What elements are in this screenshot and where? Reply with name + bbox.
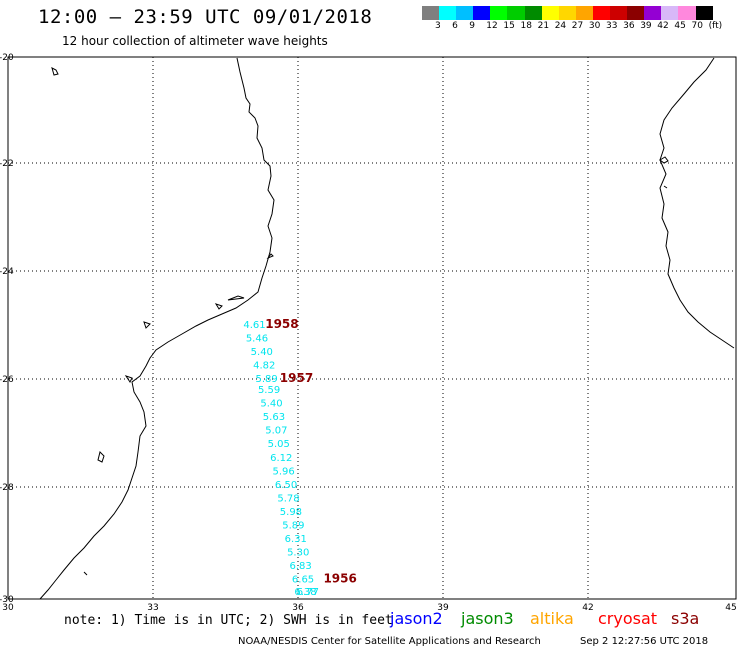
legend-label: 15 [503, 21, 515, 31]
x-tick-label: 30 [2, 603, 14, 613]
wave-height-label: 6.38 [294, 587, 316, 598]
legend-label: 21 [537, 21, 550, 31]
map-subtitle: 12 hour collection of altimeter wave hei… [62, 34, 328, 48]
satellite-jason3: jason3 [461, 609, 514, 628]
y-tick-label: -22 [0, 159, 14, 169]
wave-height-label: 6.31 [285, 534, 307, 545]
legend-swatch [678, 6, 696, 20]
satellite-jason2: jason2 [390, 609, 443, 628]
x-axis-labels: 30 33 36 39 42 45 [2, 603, 736, 613]
wave-height-values: 4.615.465.404.825.895.595.405.635.075.05… [243, 320, 319, 598]
legend-label: 18 [520, 21, 532, 31]
wave-height-label: 5.89 [256, 374, 278, 385]
wave-height-label: 6.77 [297, 587, 319, 598]
legend-swatch [558, 6, 576, 20]
legend-label: 33 [606, 21, 618, 31]
wave-height-label: 5.30 [287, 548, 309, 559]
legend-swatch [541, 6, 559, 20]
legend-label: 39 [640, 21, 652, 31]
y-tick-label: -24 [0, 267, 14, 277]
generated-timestamp: Sep 2 12:27:56 UTC 2018 [580, 636, 709, 647]
wave-height-label: 5.78 [277, 493, 299, 504]
x-tick-label: 45 [725, 603, 736, 613]
x-tick-label: 42 [582, 603, 593, 613]
wave-height-label: 5.59 [258, 385, 280, 396]
wave-height-label: 5.40 [260, 399, 282, 410]
pass-labels: 1958 1957 1956 [265, 317, 357, 586]
wave-height-label: 5.98 [280, 507, 302, 518]
pass-time-label: 1957 [280, 371, 313, 385]
y-axis-labels: -20 -22 -24 -26 -28 -30 [0, 53, 14, 605]
legend-label: 9 [469, 21, 475, 31]
y-tick-label: -20 [0, 53, 14, 63]
map-frame [7, 56, 737, 600]
credit-line: NOAA/NESDIS Center for Satellite Applica… [238, 636, 541, 647]
legend-swatch [422, 6, 440, 20]
legend-swatch [575, 6, 593, 20]
satellite-s3a: s3a [671, 609, 700, 628]
legend-swatch [507, 6, 525, 20]
wave-height-label: 5.07 [265, 426, 287, 437]
legend-swatch [610, 6, 628, 20]
legend-label: 27 [571, 21, 584, 31]
legend-swatch [524, 6, 542, 20]
legend-swatch [592, 6, 611, 20]
legend-swatch [627, 6, 645, 20]
wave-height-label: 6.83 [289, 561, 311, 572]
wave-height-label: 4.61 [243, 320, 265, 331]
legend-swatch [490, 6, 508, 20]
gridlines [8, 57, 736, 599]
legend-label: 3 [435, 21, 441, 31]
legend-label: 24 [554, 21, 567, 31]
legend-swatch [456, 6, 474, 20]
legend-label: 42 [657, 21, 669, 31]
legend-swatch [473, 6, 491, 20]
wave-height-label: 5.46 [246, 334, 268, 345]
coastal-islands [51, 67, 274, 576]
legend-swatch [661, 6, 679, 20]
legend-label: 6 [452, 21, 458, 31]
wave-height-label: 5.40 [251, 347, 273, 358]
legend-label: 36 [623, 21, 635, 31]
legend-label: 45 [674, 21, 686, 31]
wave-height-label: 5.63 [263, 412, 285, 423]
madagascar-islands [659, 156, 669, 189]
footnote: note: 1) Time is in UTC; 2) SWH is in fe… [64, 613, 393, 628]
x-tick-label: 33 [147, 603, 158, 613]
wave-height-label: 5.89 [282, 521, 304, 532]
legend-label: 30 [588, 21, 601, 31]
pass-time-label: 1956 [323, 572, 356, 586]
legend-swatch [644, 6, 662, 20]
madagascar-coastline [659, 57, 735, 349]
wave-height-label: 5.05 [268, 439, 290, 450]
africa-coastline [39, 57, 275, 600]
legend-swatch [439, 6, 457, 20]
color-scale-legend [422, 6, 713, 20]
wave-height-label: 6.12 [270, 453, 292, 464]
pass-time-label: 1958 [265, 317, 298, 331]
satellite-altika: altika [530, 609, 574, 628]
legend-label: (ft) [708, 21, 723, 31]
legend-label: 12 [486, 21, 498, 31]
legend-swatch [695, 6, 713, 20]
satellite-cryosat: cryosat [598, 609, 658, 628]
wave-height-label: 4.82 [253, 361, 275, 372]
x-tick-label: 39 [437, 603, 449, 613]
color-scale-labels: 3 6 9 12 15 18 21 24 27 30 33 36 39 42 45 70 (ft) [422, 21, 740, 33]
y-tick-label: -26 [0, 375, 14, 385]
wave-height-label: 6.50 [275, 480, 297, 491]
y-tick-label: -30 [0, 595, 14, 605]
map-title: 12:00 – 23:59 UTC 09/01/2018 [38, 6, 373, 28]
x-tick-label: 36 [292, 603, 304, 613]
y-tick-label: -28 [0, 483, 14, 493]
wave-height-label: 5.96 [273, 466, 295, 477]
wave-height-label: 6.65 [292, 575, 314, 586]
legend-label: 70 [691, 21, 703, 31]
